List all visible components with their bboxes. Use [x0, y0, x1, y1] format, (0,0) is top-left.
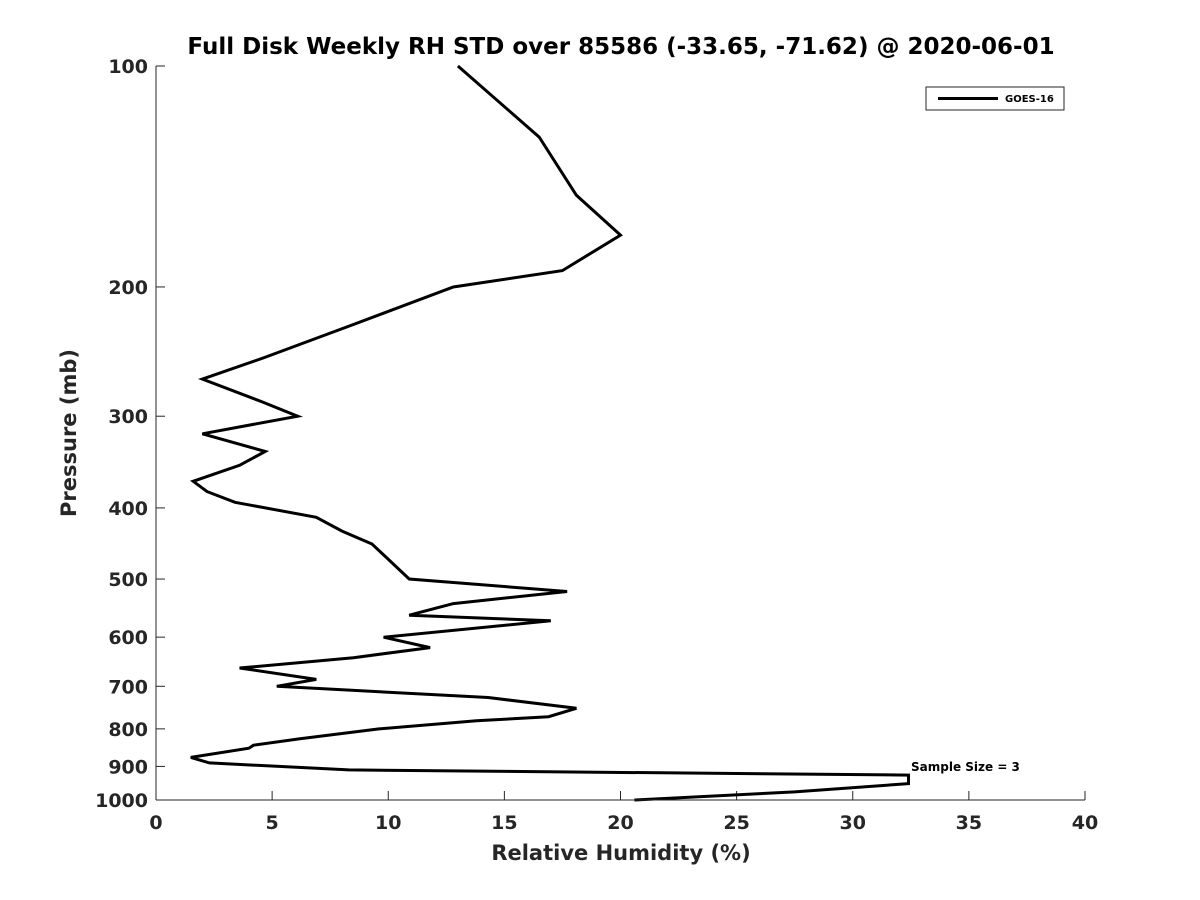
x-tick-label: 5: [266, 812, 279, 834]
ticks-layer: 0 5 10 15 20 25 30 35 40 100 200 300 400 500 600 700 800…: [95, 56, 1098, 834]
x-tick-label: 15: [491, 812, 517, 834]
chart-title: Full Disk Weekly RH STD over 85586 (-33.…: [187, 34, 1054, 60]
y-tick-label: 100: [108, 56, 148, 78]
x-tick-label: 0: [149, 812, 162, 834]
y-tick-label: 800: [108, 719, 148, 741]
sample-size-annotation: Sample Size = 3: [911, 760, 1020, 774]
y-tick-label: 700: [108, 676, 148, 698]
y-tick-label: 600: [108, 627, 148, 649]
y-axis-label: Pressure (mb): [57, 349, 81, 517]
x-tick-label: 30: [840, 812, 866, 834]
x-tick-label: 10: [375, 812, 401, 834]
y-tick-label: 500: [108, 569, 148, 591]
x-axis-label: Relative Humidity (%): [491, 841, 750, 865]
x-tick-label: 25: [723, 812, 749, 834]
x-tick-label: 40: [1072, 812, 1098, 834]
y-tick-label: 300: [108, 406, 148, 428]
y-tick-label: 1000: [95, 790, 148, 812]
y-tick-label: 400: [108, 498, 148, 520]
x-tick-label: 35: [956, 812, 982, 834]
legend-entry-goes-16: GOES-16: [1005, 94, 1054, 105]
axes: [155, 66, 1085, 801]
y-tick-label: 900: [108, 756, 148, 778]
x-tick-label: 20: [607, 812, 633, 834]
y-tick-label: 200: [108, 277, 148, 299]
legend: GOES-16: [925, 86, 1065, 111]
series-line-goes-16: [190, 64, 910, 802]
